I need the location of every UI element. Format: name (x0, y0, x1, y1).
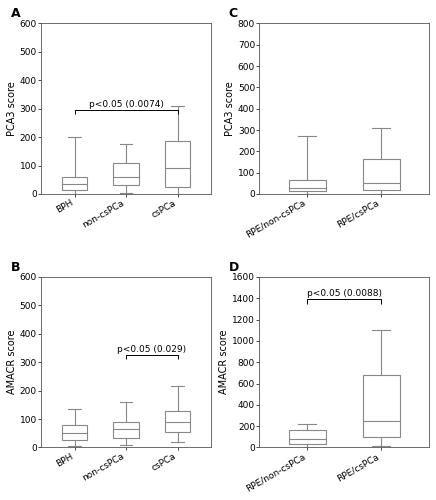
Text: D: D (228, 260, 239, 274)
PathPatch shape (113, 162, 139, 186)
PathPatch shape (165, 410, 191, 432)
Text: B: B (10, 260, 20, 274)
Y-axis label: PCA3 score: PCA3 score (7, 82, 17, 136)
Text: A: A (10, 7, 20, 20)
PathPatch shape (113, 422, 139, 438)
PathPatch shape (289, 430, 326, 444)
Y-axis label: AMACR score: AMACR score (219, 330, 229, 394)
Text: C: C (228, 7, 238, 20)
PathPatch shape (363, 159, 399, 190)
Y-axis label: PCA3 score: PCA3 score (225, 82, 235, 136)
Text: p<0.05 (0.0074): p<0.05 (0.0074) (89, 100, 164, 109)
PathPatch shape (363, 375, 399, 437)
PathPatch shape (62, 177, 88, 190)
PathPatch shape (165, 142, 191, 187)
PathPatch shape (62, 424, 88, 440)
Text: p<0.05 (0.029): p<0.05 (0.029) (117, 345, 186, 354)
Y-axis label: AMACR score: AMACR score (7, 330, 17, 394)
Text: p<0.05 (0.0088): p<0.05 (0.0088) (307, 289, 382, 298)
PathPatch shape (289, 180, 326, 191)
